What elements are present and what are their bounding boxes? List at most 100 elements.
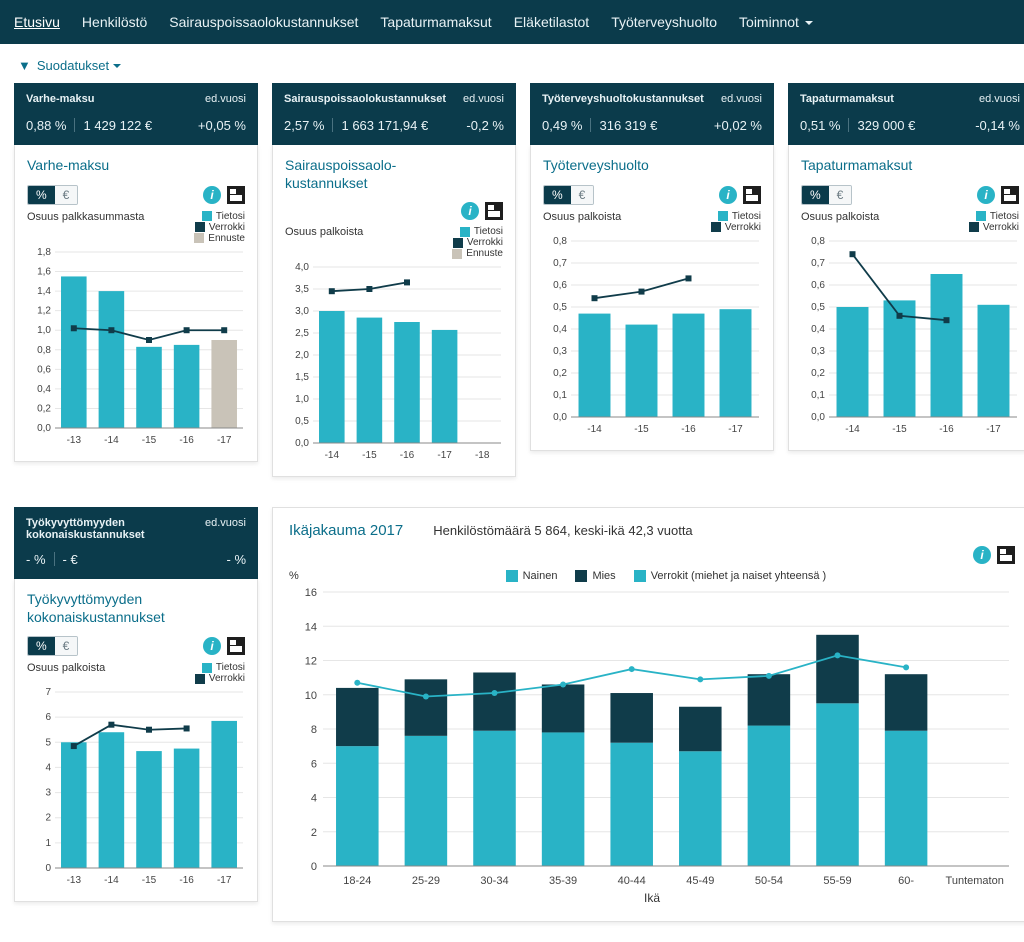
kpi-pct: - % [26, 552, 46, 567]
kpi-tyokyvyttomyys: Työkyvyttömyyden kokonaiskustannukseted.… [14, 507, 258, 579]
legend-verrokki: Verrokki [725, 222, 761, 233]
save-icon[interactable] [227, 637, 245, 655]
nav-tapaturma[interactable]: Tapaturmamaksut [380, 10, 491, 34]
save-icon[interactable] [1001, 186, 1019, 204]
toggle-pct[interactable]: % [28, 186, 55, 204]
age-legend: % Nainen Mies Verrokit (miehet ja naiset… [289, 570, 1015, 582]
axis-title: Osuus palkoista [801, 211, 879, 223]
filter-icon: ▼ [18, 58, 31, 73]
legend-verrokit: Verrokit (miehet ja naiset yhteensä ) [651, 570, 826, 582]
card-varhe: Varhe-maksu %€ i Osuus palkkasummasta Ti… [14, 145, 258, 462]
toggle-pct[interactable]: % [802, 186, 829, 204]
svg-text:1,5: 1,5 [295, 372, 309, 383]
kpi-prev-label: ed.vuosi [721, 93, 762, 105]
svg-text:6: 6 [311, 758, 317, 770]
toggle-eur[interactable]: € [55, 637, 78, 655]
save-icon[interactable] [743, 186, 761, 204]
info-icon[interactable]: i [203, 637, 221, 655]
nav-toiminnot[interactable]: Toiminnot [739, 10, 813, 34]
svg-text:7: 7 [45, 688, 51, 698]
kpi-val: 1 429 122 € [83, 118, 152, 133]
svg-text:-16: -16 [939, 424, 954, 435]
svg-text:-15: -15 [634, 424, 649, 435]
save-icon[interactable] [997, 546, 1015, 564]
svg-text:0,3: 0,3 [553, 346, 567, 357]
kpi-title: Varhe-maksu [26, 93, 94, 105]
unit-toggle[interactable]: %€ [543, 185, 594, 205]
chart-tapaturma: 0,00,10,20,30,40,50,60,70,8-14-15-16-17 [801, 237, 1019, 437]
save-icon[interactable] [485, 202, 503, 220]
kpi-delta: -0,2 % [466, 118, 504, 133]
kpi-title: Sairauspoissaolokustannukset [284, 93, 446, 105]
svg-text:3,0: 3,0 [295, 306, 309, 317]
svg-text:0,4: 0,4 [37, 383, 51, 394]
svg-text:0,2: 0,2 [37, 403, 51, 414]
svg-text:-14: -14 [845, 424, 860, 435]
nav-sairaus[interactable]: Sairauspoissaolokustannukset [169, 10, 358, 34]
filter-row: ▼ Suodatukset [0, 44, 1024, 83]
nav-elake[interactable]: Eläketilastot [514, 10, 589, 34]
svg-text:0,2: 0,2 [553, 368, 567, 379]
card-title: Tapaturmamaksut [801, 157, 1019, 175]
toggle-eur[interactable]: € [571, 186, 594, 204]
top-nav: Etusivu Henkilöstö Sairauspoissaolokusta… [0, 0, 1024, 44]
svg-text:0,7: 0,7 [811, 258, 825, 269]
kpi-tapaturma: Tapaturmamaksuted.vuosi 0,51 %329 000 €-… [788, 83, 1024, 145]
nav-etusivu[interactable]: Etusivu [14, 10, 60, 34]
toggle-pct[interactable]: % [544, 186, 571, 204]
unit-toggle[interactable]: %€ [27, 636, 78, 656]
toggle-eur[interactable]: € [55, 186, 78, 204]
age-title: Ikäjakauma 2017 [289, 522, 403, 540]
nav-tyoterveys[interactable]: Työterveyshuolto [611, 10, 717, 34]
svg-text:-15: -15 [362, 450, 377, 461]
info-icon[interactable]: i [973, 546, 991, 564]
svg-text:10: 10 [305, 690, 317, 702]
legend-tietosi: Tietosi [474, 226, 503, 237]
svg-text:2: 2 [45, 813, 51, 824]
svg-text:-14: -14 [104, 435, 119, 446]
legend-verrokki: Verrokki [209, 222, 245, 233]
kpi-pct: 0,88 % [26, 118, 66, 133]
svg-text:5: 5 [45, 737, 51, 748]
info-icon[interactable]: i [719, 186, 737, 204]
svg-text:0,2: 0,2 [811, 368, 825, 379]
filter-button[interactable]: Suodatukset [37, 58, 121, 73]
card-title: Työkyvyttömyyden kokonaiskustannukset [27, 591, 245, 626]
svg-text:-15: -15 [892, 424, 907, 435]
svg-text:0,1: 0,1 [811, 390, 825, 401]
svg-text:0,8: 0,8 [553, 237, 567, 247]
kpi-varhe: Varhe-maksued.vuosi 0,88 %1 429 122 €+0,… [14, 83, 258, 145]
svg-text:0,6: 0,6 [811, 280, 825, 291]
svg-text:1,0: 1,0 [37, 325, 51, 336]
card-age: Ikäjakauma 2017 Henkilöstömäärä 5 864, k… [272, 507, 1024, 922]
toggle-pct[interactable]: % [28, 637, 55, 655]
card-title: Sairauspoissaolo-kustannukset [285, 157, 503, 192]
svg-text:-15: -15 [142, 435, 157, 446]
svg-text:16: 16 [305, 587, 317, 599]
svg-text:1: 1 [45, 838, 51, 849]
chart-age: 024681012141618-2425-2930-3435-3940-4445… [289, 586, 1015, 906]
info-icon[interactable]: i [977, 186, 995, 204]
info-icon[interactable]: i [461, 202, 479, 220]
kpi-prev-label: ed.vuosi [205, 517, 246, 541]
unit-toggle[interactable]: %€ [801, 185, 852, 205]
unit-toggle[interactable]: %€ [27, 185, 78, 205]
svg-text:1,2: 1,2 [37, 305, 51, 316]
svg-text:1,8: 1,8 [37, 248, 51, 258]
svg-text:-15: -15 [142, 875, 157, 886]
info-icon[interactable]: i [203, 186, 221, 204]
kpi-val: 329 000 € [857, 118, 915, 133]
nav-henkilosto[interactable]: Henkilöstö [82, 10, 147, 34]
save-icon[interactable] [227, 186, 245, 204]
svg-text:1,6: 1,6 [37, 266, 51, 277]
svg-text:35-39: 35-39 [549, 875, 577, 887]
svg-text:0,8: 0,8 [811, 237, 825, 247]
svg-text:0,0: 0,0 [295, 438, 309, 449]
svg-text:0,0: 0,0 [811, 412, 825, 423]
axis-title: Osuus palkoista [27, 662, 105, 674]
chart-legend: Tietosi Verrokki [969, 211, 1019, 233]
card-sairaus: Sairauspoissaolo-kustannukset i Osuus pa… [272, 145, 516, 477]
toggle-eur[interactable]: € [829, 186, 852, 204]
svg-text:25-29: 25-29 [412, 875, 440, 887]
svg-text:0: 0 [45, 863, 51, 874]
